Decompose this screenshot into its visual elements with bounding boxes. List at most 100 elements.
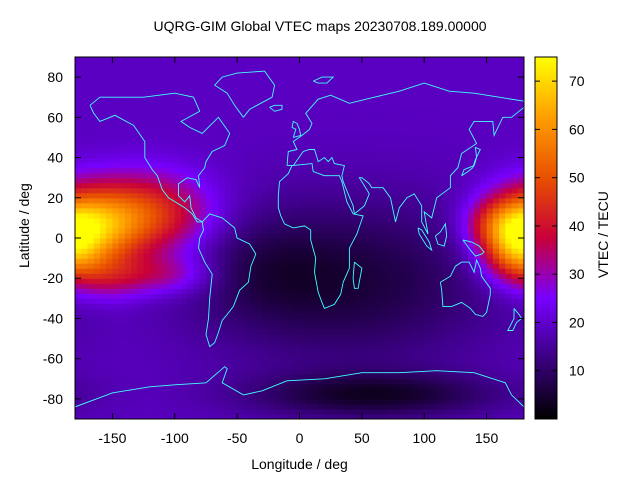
heat-cell: [405, 243, 413, 249]
heat-cell: [262, 57, 269, 63]
heat-cell: [143, 293, 151, 299]
heat-cell: [299, 62, 307, 68]
heat-cell: [455, 127, 463, 134]
heat-cell: [287, 187, 294, 194]
heat-cell: [492, 107, 500, 113]
heat-cell: [230, 393, 238, 400]
heat-cell: [405, 72, 413, 78]
heat-cell: [305, 152, 313, 159]
heat-cell: [343, 167, 350, 174]
heat-cell: [75, 92, 82, 98]
heat-cell: [461, 348, 469, 355]
heat-cell: [156, 152, 163, 159]
heat-cell: [174, 308, 182, 315]
heat-cell: [492, 268, 500, 274]
heat-cell: [280, 167, 288, 174]
heat-cell: [137, 328, 145, 335]
heat-cell: [249, 283, 257, 289]
heat-cell: [411, 348, 419, 355]
heat-cell: [411, 187, 419, 194]
heat-cell: [268, 258, 276, 264]
heat-cell: [124, 57, 132, 63]
heat-cell: [449, 298, 457, 304]
heat-cell: [118, 57, 126, 63]
heat-cell: [255, 227, 263, 234]
heat-cell: [149, 77, 157, 83]
heat-cell: [336, 217, 344, 224]
heat-cell: [143, 212, 151, 219]
heat-cell: [156, 403, 163, 410]
heat-cell: [274, 278, 282, 284]
heat-cell: [499, 258, 506, 264]
heat-cell: [336, 182, 344, 189]
heat-cell: [368, 353, 375, 360]
heat-cell: [368, 62, 375, 68]
heat-cell: [311, 232, 319, 239]
heat-cell: [268, 92, 276, 98]
heat-cell: [449, 152, 457, 159]
heat-cell: [311, 348, 319, 355]
heat-cell: [442, 92, 450, 98]
heat-cell: [255, 343, 263, 350]
heat-cell: [255, 87, 263, 93]
heat-cell: [87, 217, 95, 224]
heat-cell: [430, 388, 438, 395]
heat-cell: [411, 403, 419, 410]
heat-cell: [149, 388, 157, 395]
heat-cell: [467, 288, 475, 294]
heat-cell: [405, 343, 413, 350]
heat-cell: [75, 122, 82, 128]
heat-cell: [149, 338, 157, 345]
heat-cell: [205, 403, 213, 410]
heat-cell: [293, 393, 301, 400]
heat-cell: [243, 328, 251, 335]
heat-cell: [486, 328, 494, 335]
heat-cell: [81, 318, 89, 325]
heat-cell: [230, 238, 238, 244]
heat-cell: [430, 373, 438, 380]
heat-cell: [137, 232, 145, 239]
heat-cell: [324, 268, 332, 274]
heat-cell: [174, 283, 182, 289]
heat-cell: [268, 77, 276, 83]
heat-cell: [424, 378, 432, 385]
heat-cell: [81, 358, 89, 365]
heat-cell: [112, 338, 120, 345]
heat-cell: [181, 283, 188, 289]
heat-cell: [149, 278, 157, 284]
heat-cell: [75, 403, 82, 410]
heat-cell: [467, 268, 475, 274]
heat-cell: [99, 383, 107, 390]
heat-cell: [262, 283, 269, 289]
heat-cell: [112, 77, 120, 83]
heat-cell: [287, 388, 294, 395]
heat-cell: [187, 288, 195, 294]
heat-cell: [162, 77, 170, 83]
heat-cell: [193, 258, 201, 264]
heat-cell: [486, 258, 494, 264]
heat-cell: [355, 162, 363, 169]
heat-cell: [430, 177, 438, 184]
heat-cell: [237, 238, 244, 244]
heat-cell: [156, 112, 163, 118]
heat-cell: [93, 343, 101, 350]
heat-cell: [143, 82, 151, 88]
heat-cell: [174, 132, 182, 139]
heat-cell: [218, 368, 226, 375]
heat-cell: [492, 413, 500, 419]
heat-cell: [81, 268, 89, 274]
heat-cell: [193, 353, 201, 360]
heat-cell: [361, 263, 369, 269]
heat-cell: [87, 197, 95, 204]
heat-cell: [118, 102, 126, 108]
heat-cell: [149, 117, 157, 123]
heat-cell: [262, 182, 269, 189]
heat-cell: [280, 82, 288, 88]
heat-cell: [268, 338, 276, 345]
heat-cell: [212, 293, 220, 299]
heat-cell: [224, 378, 232, 385]
heat-cell: [237, 308, 244, 315]
heat-cell: [237, 157, 244, 164]
heat-cell: [274, 142, 282, 149]
heat-cell: [156, 207, 163, 214]
